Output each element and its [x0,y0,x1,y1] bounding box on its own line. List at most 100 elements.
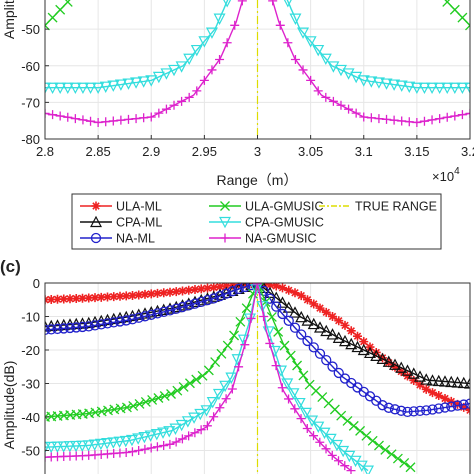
data-point-cpa-ml [414,370,426,382]
data-point-cpa-ml [457,376,470,389]
data-point-na-gmusic [465,108,470,118]
data-point-cpa-ml [276,296,289,308]
data-point-ula-ml [421,384,431,394]
data-point-na-gmusic [283,38,293,48]
data-point-cpa-gmusic [306,415,319,427]
data-point-cpa-ml [357,343,370,356]
data-point-ula-ml [359,337,369,347]
data-point-cpa-ml [307,317,320,330]
data-point-na-ml [102,318,113,329]
data-point-cpa-gmusic [194,408,207,421]
data-point-cpa-gmusic [342,68,355,80]
data-point-cpa-gmusic [334,64,347,77]
data-point-na-gmusic [234,362,244,372]
data-point-cpa-gmusic [448,82,461,95]
series-ula-gmusic [45,0,470,31]
legend: ULA-ML ULA-GMUSIC TRUE RANGE CPA-ML CPA-GMUS… [71,193,442,250]
data-point-cpa-gmusic [380,78,393,90]
data-point-cpa-ml [332,331,345,343]
data-point-na-gmusic [240,340,250,350]
data-point-cpa-gmusic [418,82,431,95]
data-point-na-gmusic [190,428,200,438]
data-point-ula-gmusic [55,4,66,15]
data-point-cpa-gmusic [45,442,51,454]
data-point-ula-gmusic [159,391,170,401]
data-point-ula-ml [440,393,450,403]
data-point-na-ml [439,402,451,413]
x-tick-label: 3.05 [298,144,323,159]
data-point-na-gmusic [315,437,325,447]
data-point-na-ml [152,308,163,319]
data-point-cpa-gmusic [212,388,225,401]
data-point-na-ml [158,306,169,318]
legend-entries: ULA-ML ULA-GMUSIC TRUE RANGE CPA-ML CPA-GMUS… [80,200,437,246]
data-point-na-gmusic [374,114,384,124]
data-point-cpa-gmusic [144,430,157,442]
data-point-ula-ml [459,402,469,412]
data-point-na-ml [283,315,294,326]
data-point-na-ml [327,361,338,372]
x-tick-label: 2.85 [85,144,110,159]
data-point-cpa-gmusic [299,407,312,420]
axes-box-c [44,282,471,474]
data-point-na-ml [89,320,101,331]
data-point-na-gmusic [268,0,278,6]
series-cpa-gmusic [45,0,470,95]
data-point-ula-gmusic [342,415,353,426]
data-point-cpa-gmusic [152,71,165,84]
data-point-na-ml [302,335,313,347]
data-point-ula-gmusic [374,440,384,451]
data-point-na-gmusic [192,86,202,96]
data-point-cpa-ml [407,367,420,379]
data-point-na-gmusic [227,384,237,394]
data-point-na-gmusic [336,100,346,110]
data-point-cpa-ml [370,349,383,362]
legend-label: ULA-GMUSIC [245,200,323,214]
data-point-cpa-gmusic [289,13,302,25]
data-point-ula-gmusic [386,449,397,460]
data-point-ula-ml [303,295,312,305]
data-point-cpa-gmusic [181,416,194,428]
data-point-na-ml [114,316,126,327]
data-point-na-ml [196,296,207,308]
data-point-ula-ml [71,294,81,304]
data-point-cpa-gmusic [157,427,170,439]
data-point-cpa-gmusic [130,77,143,89]
data-point-cpa-gmusic [82,440,95,452]
data-point-na-ml [296,329,307,340]
data-point-ula-ml [284,285,294,295]
data-point-na-ml [133,312,144,323]
y-tick-label: -60 [21,59,40,74]
data-point-cpa-gmusic [219,380,232,393]
x-tick-label: 3.2 [461,144,474,159]
data-point-cpa-gmusic [395,80,408,92]
data-point-cpa-gmusic [318,427,331,440]
data-point-cpa-gmusic [190,44,203,57]
data-point-ula-ml [103,292,112,302]
data-point-na-gmusic [146,443,156,453]
data-point-ula-ml [415,380,425,390]
data-point-cpa-gmusic [206,397,219,409]
data-point-ula-ml [84,293,94,303]
data-point-ula-gmusic [367,435,378,446]
data-point-na-gmusic [152,442,162,452]
data-point-na-ml [83,321,94,332]
series-na-ml [45,283,470,418]
data-point-ula-ml [384,358,394,368]
data-point-na-gmusic [116,115,126,125]
data-point-cpa-gmusic [84,82,97,95]
data-point-cpa-gmusic [312,44,325,57]
data-point-ula-gmusic [292,360,303,371]
data-point-ula-ml [53,294,62,304]
data-point-na-gmusic [419,116,429,126]
data-point-ula-gmusic [62,0,73,7]
data-point-cpa-ml [339,334,351,347]
data-point-cpa-gmusic [372,77,385,89]
data-point-na-gmusic [196,425,206,435]
data-point-ula-ml [159,288,169,298]
data-point-cpa-gmusic [319,53,332,66]
data-point-ula-ml [321,307,331,317]
legend-entry-cpa-ml: CPA-ML [80,216,162,230]
data-point-cpa-gmusic [441,82,454,95]
